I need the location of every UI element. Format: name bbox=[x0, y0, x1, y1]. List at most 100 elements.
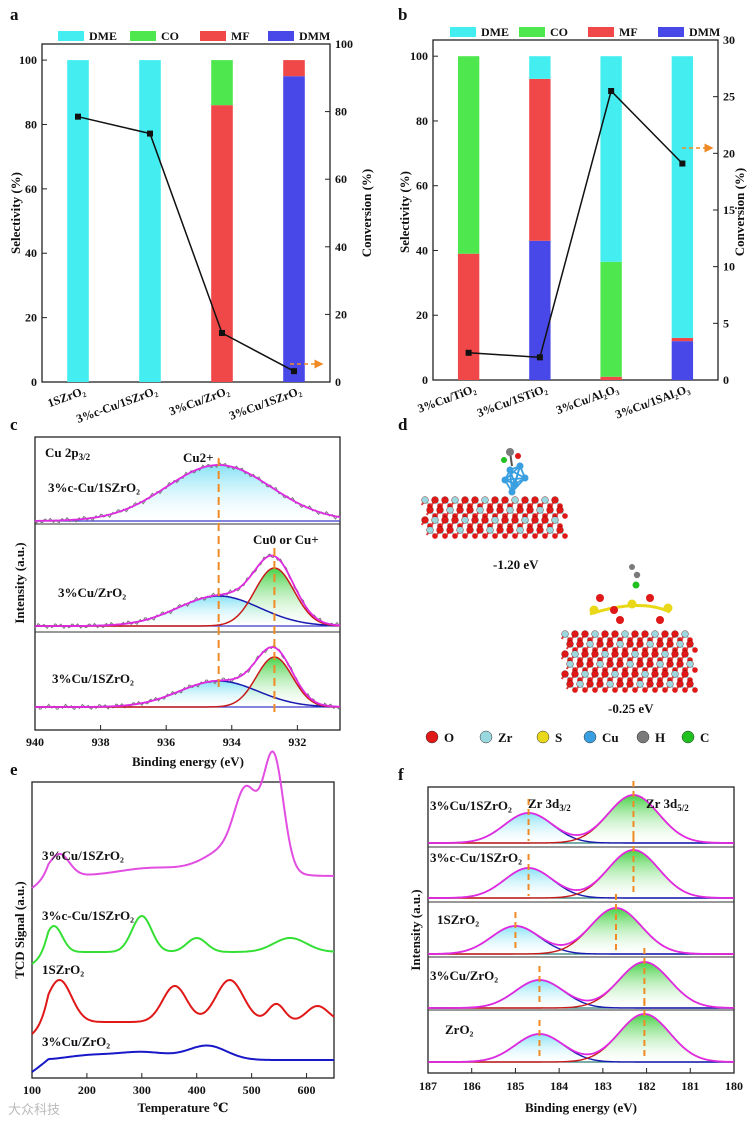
atom bbox=[576, 660, 584, 668]
legend-atom-s bbox=[536, 730, 550, 744]
panel-e-series-label-2: 3%c-Cu/1SZrO₂ bbox=[42, 908, 134, 923]
atom bbox=[692, 647, 698, 653]
atom bbox=[601, 670, 609, 678]
panel-e-series-label-1: 3%Cu/1SZrO₂ bbox=[42, 848, 124, 863]
atom bbox=[616, 660, 624, 668]
x-tick-label: 600 bbox=[298, 1083, 316, 1097]
x-tick-label: 3%Cu/1STiO₂ bbox=[475, 382, 549, 420]
atom bbox=[426, 526, 434, 534]
panel-f-axes: 187 186 185 184 183 182 181 180 bbox=[419, 1068, 743, 1093]
y2-tick-label: 15 bbox=[723, 203, 735, 217]
atom bbox=[426, 506, 434, 514]
x-tick-label: 186 bbox=[463, 1079, 481, 1093]
atom bbox=[576, 640, 584, 648]
zr3d52-fill bbox=[428, 1014, 734, 1062]
c-atom bbox=[501, 457, 507, 463]
panel-e-frame bbox=[31, 781, 335, 1079]
atom bbox=[636, 640, 644, 648]
panel-d-label: d bbox=[398, 415, 408, 434]
atom bbox=[671, 670, 679, 678]
s-atom bbox=[663, 603, 673, 613]
bar-co-2 bbox=[600, 261, 622, 377]
atom bbox=[606, 680, 614, 688]
legend-atom-label-h: H bbox=[655, 730, 665, 745]
envelope-fit bbox=[34, 646, 341, 708]
structure-model-2 bbox=[560, 564, 698, 693]
panel-c-xlabel: Binding energy (eV) bbox=[132, 754, 244, 769]
atom bbox=[596, 640, 604, 648]
atom bbox=[456, 526, 464, 534]
atom bbox=[601, 650, 609, 658]
atom bbox=[436, 506, 444, 514]
legend-swatch-co bbox=[130, 31, 156, 41]
cu0-peak-fill bbox=[35, 568, 340, 626]
atom bbox=[481, 496, 489, 504]
atom bbox=[591, 630, 599, 638]
atom bbox=[421, 496, 429, 504]
atom bbox=[656, 660, 664, 668]
legend-atom-label-s: S bbox=[555, 730, 562, 745]
atom bbox=[496, 506, 504, 514]
atom bbox=[596, 660, 604, 668]
atom bbox=[676, 680, 684, 688]
legend-atom-c bbox=[681, 730, 695, 744]
cu-bond bbox=[509, 469, 513, 493]
panel-f-spectra bbox=[427, 781, 735, 1063]
tcd-curve-3 bbox=[31, 1044, 334, 1073]
y-tick-label: 100 bbox=[410, 49, 428, 63]
atom bbox=[461, 496, 469, 504]
legend-swatch-mf bbox=[588, 27, 614, 37]
atom bbox=[562, 513, 568, 519]
panel-a-legend: DME CO MF DMM bbox=[58, 29, 330, 43]
x-tick-label: 184 bbox=[550, 1079, 568, 1093]
y2-tick-label: 0 bbox=[723, 373, 729, 387]
panel-c-spectrum-label-1: 3%c-Cu/1SZrO₂ bbox=[48, 480, 140, 495]
panel-c-peak-label-cu0: Cu0 or Cu+ bbox=[253, 532, 319, 547]
legend-swatch-dmm bbox=[268, 31, 294, 41]
atom bbox=[516, 526, 524, 534]
tcd-curve-0 bbox=[31, 750, 335, 889]
atom bbox=[641, 630, 649, 638]
atom bbox=[501, 496, 509, 504]
legend-atom-cu bbox=[583, 730, 597, 744]
y-tick-label: 0 bbox=[422, 373, 428, 387]
cu-atom bbox=[501, 476, 509, 484]
panel-f-label-3d52: Zr 3d5/2 bbox=[646, 796, 689, 813]
panel-a-y2label: Conversion (%) bbox=[359, 169, 374, 257]
panel-a-conversion-line bbox=[75, 113, 297, 375]
atom bbox=[431, 496, 439, 504]
bar-co-0 bbox=[457, 56, 480, 254]
panel-e-xlabel: Temperature ℃ bbox=[137, 1100, 228, 1115]
zr3d52-fill bbox=[428, 962, 734, 1008]
bar-dme-1 bbox=[139, 60, 161, 382]
panel-c-title: Cu 2p3/2 bbox=[45, 445, 91, 462]
atom bbox=[481, 516, 489, 524]
y-tick-label: 60 bbox=[416, 179, 428, 193]
atom bbox=[541, 496, 549, 504]
atom bbox=[466, 526, 474, 534]
panel-b-bars bbox=[457, 56, 694, 380]
panel-f-ylabel: Intensity (a.u.) bbox=[408, 889, 423, 970]
legend-label-dme: DME bbox=[481, 25, 509, 39]
atom bbox=[581, 670, 589, 678]
legend-atom-label-o: O bbox=[444, 730, 454, 745]
structure-energy-2: -0.25 eV bbox=[608, 701, 654, 716]
panel-c-spectrum-label-2: 3%Cu/ZrO₂ bbox=[58, 585, 126, 600]
x-tick-label: 100 bbox=[23, 1083, 41, 1097]
y-tick-label: 60 bbox=[25, 182, 37, 196]
cu-atom bbox=[516, 462, 524, 470]
atom bbox=[661, 630, 669, 638]
atom bbox=[661, 650, 669, 658]
atom bbox=[561, 630, 569, 638]
y2-tick-label: 60 bbox=[335, 172, 347, 186]
bar-mf-2 bbox=[211, 105, 233, 383]
panel-f-xlabel: Binding energy (eV) bbox=[525, 1100, 637, 1115]
x-tick-label: 938 bbox=[92, 735, 110, 749]
conversion-point bbox=[291, 368, 297, 375]
o-atom bbox=[515, 453, 521, 459]
envelope-fit bbox=[34, 554, 341, 627]
atom bbox=[656, 680, 664, 688]
y2-tick-label: 0 bbox=[335, 375, 341, 389]
atom bbox=[511, 516, 519, 524]
